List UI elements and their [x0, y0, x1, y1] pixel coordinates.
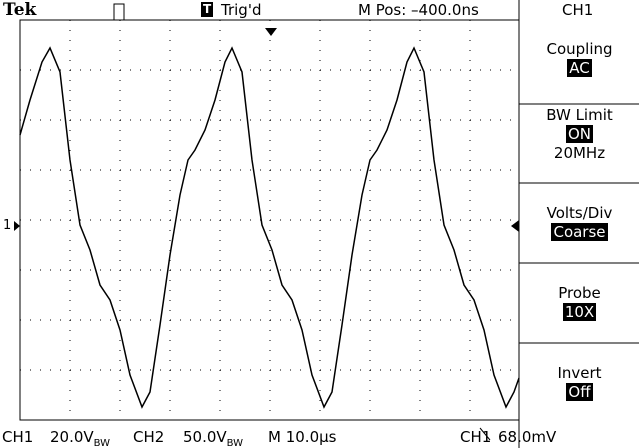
menu-item[interactable]: Volts/Div Coarse — [520, 204, 639, 242]
logo: Tek — [3, 0, 37, 20]
menu-item[interactable]: Invert Off — [520, 364, 639, 402]
trigger-source: CH1 — [460, 428, 492, 446]
menu-label: BW Limit — [546, 106, 613, 124]
ch1-scale-value: 20.0V — [50, 428, 94, 446]
ch1-bw: BW — [93, 438, 111, 448]
ch2-scale: 50.0VBW — [183, 428, 243, 448]
trigger-position-marker — [265, 28, 277, 36]
ch2-label: CH2 — [133, 428, 165, 446]
menu-value: AC — [567, 59, 592, 77]
menu-value: 10X — [562, 303, 597, 321]
menu-label: Coupling — [546, 40, 613, 58]
trigger-status: Trig'd — [221, 1, 262, 19]
horizontal-position: M Pos: –400.0ns — [358, 1, 479, 19]
ch1-scale: 20.0VBW — [50, 428, 110, 448]
menu-label: Invert — [557, 364, 602, 382]
menu-value: ON — [565, 125, 594, 143]
menu-value: Coarse — [551, 223, 608, 241]
menu-item[interactable]: Coupling AC — [520, 40, 639, 78]
pulse-icon — [100, 3, 134, 21]
trigger-icon: T — [201, 2, 214, 17]
trigger-level-marker — [511, 220, 519, 232]
ch1-label: CH1 — [2, 428, 34, 446]
menu-value: Off — [566, 383, 593, 401]
menu-item[interactable]: Probe 10X — [520, 284, 639, 322]
menu-label: Probe — [558, 284, 601, 302]
timebase: M 10.0µs — [268, 428, 337, 446]
menu-extra: 20MHz — [553, 144, 606, 162]
channel-arrow — [14, 221, 20, 231]
slope-icon — [479, 427, 491, 441]
ch2-bw: BW — [226, 438, 244, 448]
waveform — [19, 46, 520, 409]
menu-label: Volts/Div — [546, 204, 613, 222]
trigger-level: 68.0mV — [498, 428, 557, 446]
channel-marker: 1 — [3, 218, 12, 233]
menu-item[interactable]: BW Limit ON 20MHz — [520, 106, 639, 163]
menu-channel: CH1 — [562, 1, 594, 19]
ch2-scale-value: 50.0V — [183, 428, 227, 446]
